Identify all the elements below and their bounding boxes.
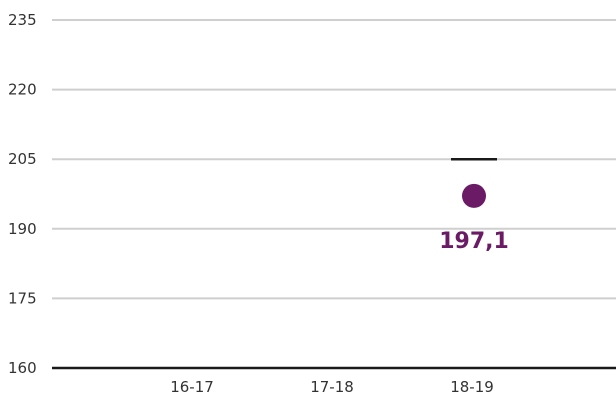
y-tick-label: 235	[8, 11, 37, 29]
y-tick-label: 205	[8, 150, 37, 168]
x-tick-label: 17-18	[310, 378, 354, 396]
x-axis-ticks: 16-17 17-18 18-19	[170, 378, 494, 396]
y-tick-label: 190	[8, 220, 37, 238]
y-axis-ticks: 235 220 205 190 175 160	[8, 11, 37, 377]
data-point	[462, 183, 486, 208]
data-marks: 197,1	[439, 157, 509, 254]
data-label: 197,1	[439, 229, 509, 254]
gridlines	[52, 19, 616, 370]
y-tick-label: 160	[8, 359, 37, 377]
y-tick-label: 175	[8, 289, 37, 307]
x-tick-label: 18-19	[450, 378, 494, 396]
y-tick-label: 220	[8, 81, 37, 99]
x-tick-label: 16-17	[170, 378, 214, 396]
